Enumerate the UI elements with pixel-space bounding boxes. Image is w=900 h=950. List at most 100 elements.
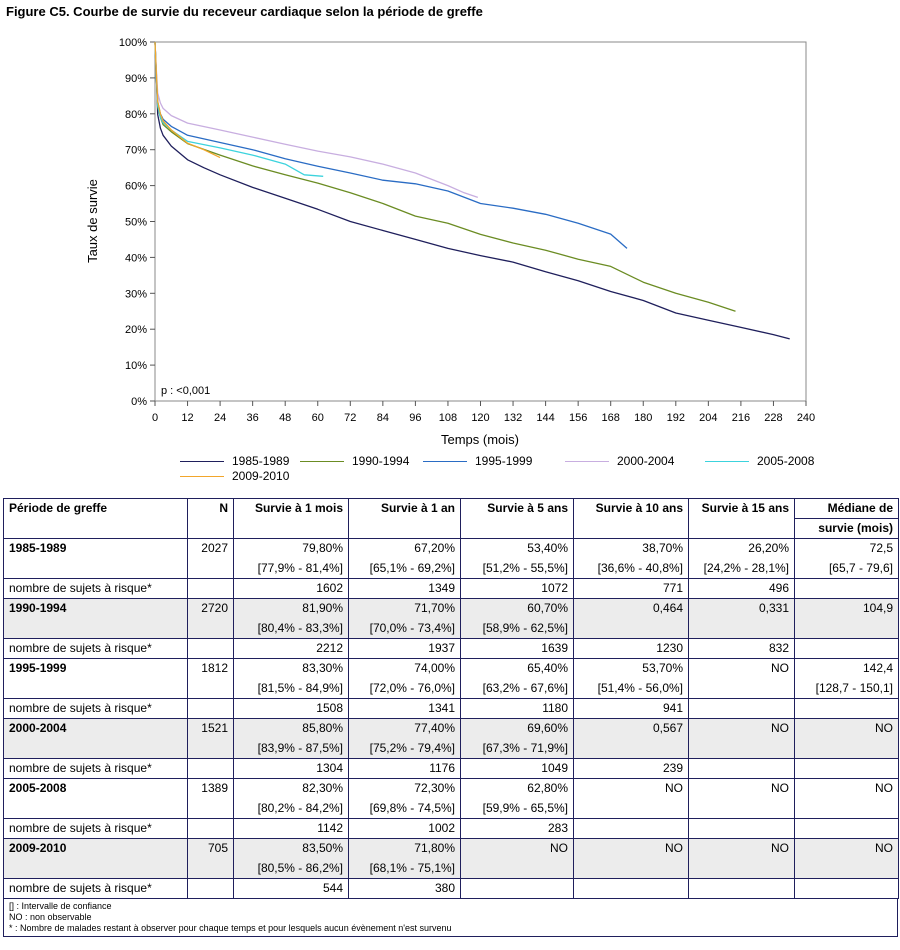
- cell-risk-a1: 1002: [348, 818, 461, 839]
- table-row-ci: [80,4% - 83,3%] [70,0% - 73,4%] [58,9% - 6…: [3, 618, 899, 639]
- legend-label: 1990-1994: [352, 454, 410, 468]
- cell-m1-ci: [83,9% - 87,5%]: [233, 738, 349, 759]
- cell-med-ci: [794, 858, 899, 879]
- y-tick-label: 20%: [125, 324, 147, 336]
- cell-periode: 1995-1999: [3, 658, 188, 679]
- header-n: N: [187, 498, 234, 519]
- cell-risk-a10: 771: [573, 578, 689, 599]
- cell-a10: 38,70%: [573, 538, 689, 559]
- cell-a5: NO: [460, 838, 574, 859]
- legend-swatch: [423, 461, 467, 463]
- cell-a10-ci: [573, 618, 689, 639]
- survival-table-container: Période de greffe N Survie à 1 mois Surv…: [3, 498, 899, 937]
- table-header-row: Période de greffe N Survie à 1 mois Surv…: [3, 498, 899, 519]
- cell-n: 705: [187, 838, 234, 859]
- cell-periode: 1990-1994: [3, 598, 188, 619]
- cell-m1-ci: [80,5% - 86,2%]: [233, 858, 349, 879]
- cell-m1: 83,50%: [233, 838, 349, 859]
- cell-risk-a15: [688, 818, 795, 839]
- series-line-2009-2010: [154, 41, 221, 159]
- cell-risk-a10: [573, 878, 689, 899]
- cell-a1-ci: [72,0% - 76,0%]: [348, 678, 461, 699]
- cell-a10-ci: [36,6% - 40,8%]: [573, 558, 689, 579]
- x-tick-label: 12: [181, 412, 193, 424]
- cell-risk-a5: 1072: [460, 578, 574, 599]
- cell-a10-ci: [573, 738, 689, 759]
- cell-a5-ci: [63,2% - 67,6%]: [460, 678, 574, 699]
- x-tick-label: 108: [439, 412, 457, 424]
- x-tick-label: 24: [214, 412, 226, 424]
- table-row-risk: nombre de sujets à risque* 1602 1349 1072 77…: [3, 578, 899, 599]
- header-survie-1-mois: Survie à 1 mois: [233, 498, 349, 519]
- header-mediane-line1: Médiane de: [794, 498, 899, 519]
- cell-a1-ci: [70,0% - 73,4%]: [348, 618, 461, 639]
- cell-med-ci: [65,7 - 79,6]: [794, 558, 899, 579]
- legend-swatch: [705, 461, 749, 463]
- cell-risk-a5: 1049: [460, 758, 574, 779]
- cell-a5: 62,80%: [460, 778, 574, 799]
- table-row-ci: [80,2% - 84,2%] [69,8% - 74,5%] [59,9% - 6…: [3, 798, 899, 819]
- table-row-risk: nombre de sujets à risque* 1304 1176 1049 23…: [3, 758, 899, 779]
- cell-n: 1812: [187, 658, 234, 679]
- y-tick-label: 100%: [119, 37, 147, 49]
- x-tick-label: 156: [569, 412, 587, 424]
- table-row-ci: [81,5% - 84,9%] [72,0% - 76,0%] [63,2% - 6…: [3, 678, 899, 699]
- cell-risk-a15: [688, 758, 795, 779]
- cell-a1-ci: [65,1% - 69,2%]: [348, 558, 461, 579]
- cell-m1: 85,80%: [233, 718, 349, 739]
- cell-m1-ci: [81,5% - 84,9%]: [233, 678, 349, 699]
- cell-risk-a10: 1230: [573, 638, 689, 659]
- cell-a15-ci: [688, 738, 795, 759]
- y-axis-label: Taux de survie: [85, 179, 100, 263]
- y-tick-label: 90%: [125, 73, 147, 85]
- cell-n: 1521: [187, 718, 234, 739]
- y-tick-label: 60%: [125, 181, 147, 193]
- cell-risk-label: nombre de sujets à risque*: [3, 578, 188, 599]
- x-tick-label: 120: [471, 412, 489, 424]
- table-row-risk: nombre de sujets à risque* 1142 1002 283: [3, 818, 899, 839]
- cell-a5: 60,70%: [460, 598, 574, 619]
- cell-a1: 72,30%: [348, 778, 461, 799]
- cell-a10-ci: [51,4% - 56,0%]: [573, 678, 689, 699]
- cell-periode: 2005-2008: [3, 778, 188, 799]
- x-tick-label: 132: [504, 412, 522, 424]
- cell-a15: NO: [688, 658, 795, 679]
- cell-risk-a10: 239: [573, 758, 689, 779]
- x-tick-label: 60: [312, 412, 324, 424]
- x-tick-label: 168: [602, 412, 620, 424]
- cell-med: NO: [794, 778, 899, 799]
- cell-risk-a5: 1639: [460, 638, 574, 659]
- x-tick-label: 192: [667, 412, 685, 424]
- cell-a10-ci: [573, 858, 689, 879]
- cell-risk-a1: 1937: [348, 638, 461, 659]
- plot-frame: [154, 41, 807, 402]
- cell-risk-a5: 283: [460, 818, 574, 839]
- cell-m1: 82,30%: [233, 778, 349, 799]
- cell-a5-ci: [51,2% - 55,5%]: [460, 558, 574, 579]
- table-row: 1985-1989 2027 79,80% 67,20% 53,40% 38,70% 26,…: [3, 538, 899, 559]
- cell-a15-ci: [688, 618, 795, 639]
- legend-swatch: [180, 461, 224, 463]
- x-tick-label: 36: [247, 412, 259, 424]
- y-tick-label: 10%: [125, 360, 147, 372]
- cell-risk-a5: [460, 878, 574, 899]
- survival-table: Période de greffe N Survie à 1 mois Surv…: [3, 498, 899, 899]
- x-tick-label: 0: [152, 412, 158, 424]
- cell-a15: NO: [688, 778, 795, 799]
- cell-m1-ci: [80,2% - 84,2%]: [233, 798, 349, 819]
- cell-a15: 26,20%: [688, 538, 795, 559]
- table-row-risk: nombre de sujets à risque* 1508 1341 1180 94…: [3, 698, 899, 719]
- cell-risk-label: nombre de sujets à risque*: [3, 878, 188, 899]
- cell-m1: 83,30%: [233, 658, 349, 679]
- legend-item: 2000-2004: [565, 454, 674, 468]
- cell-a15: NO: [688, 838, 795, 859]
- cell-risk-label: nombre de sujets à risque*: [3, 638, 188, 659]
- header-mediane-line2: survie (mois): [794, 518, 899, 539]
- cell-a15: NO: [688, 718, 795, 739]
- x-tick-label: 144: [536, 412, 554, 424]
- cell-n: 1389: [187, 778, 234, 799]
- header-periode: Période de greffe: [3, 498, 188, 519]
- y-tick-label: 50%: [125, 217, 147, 229]
- cell-a15-ci: [688, 858, 795, 879]
- header-survie-5-ans: Survie à 5 ans: [460, 498, 574, 519]
